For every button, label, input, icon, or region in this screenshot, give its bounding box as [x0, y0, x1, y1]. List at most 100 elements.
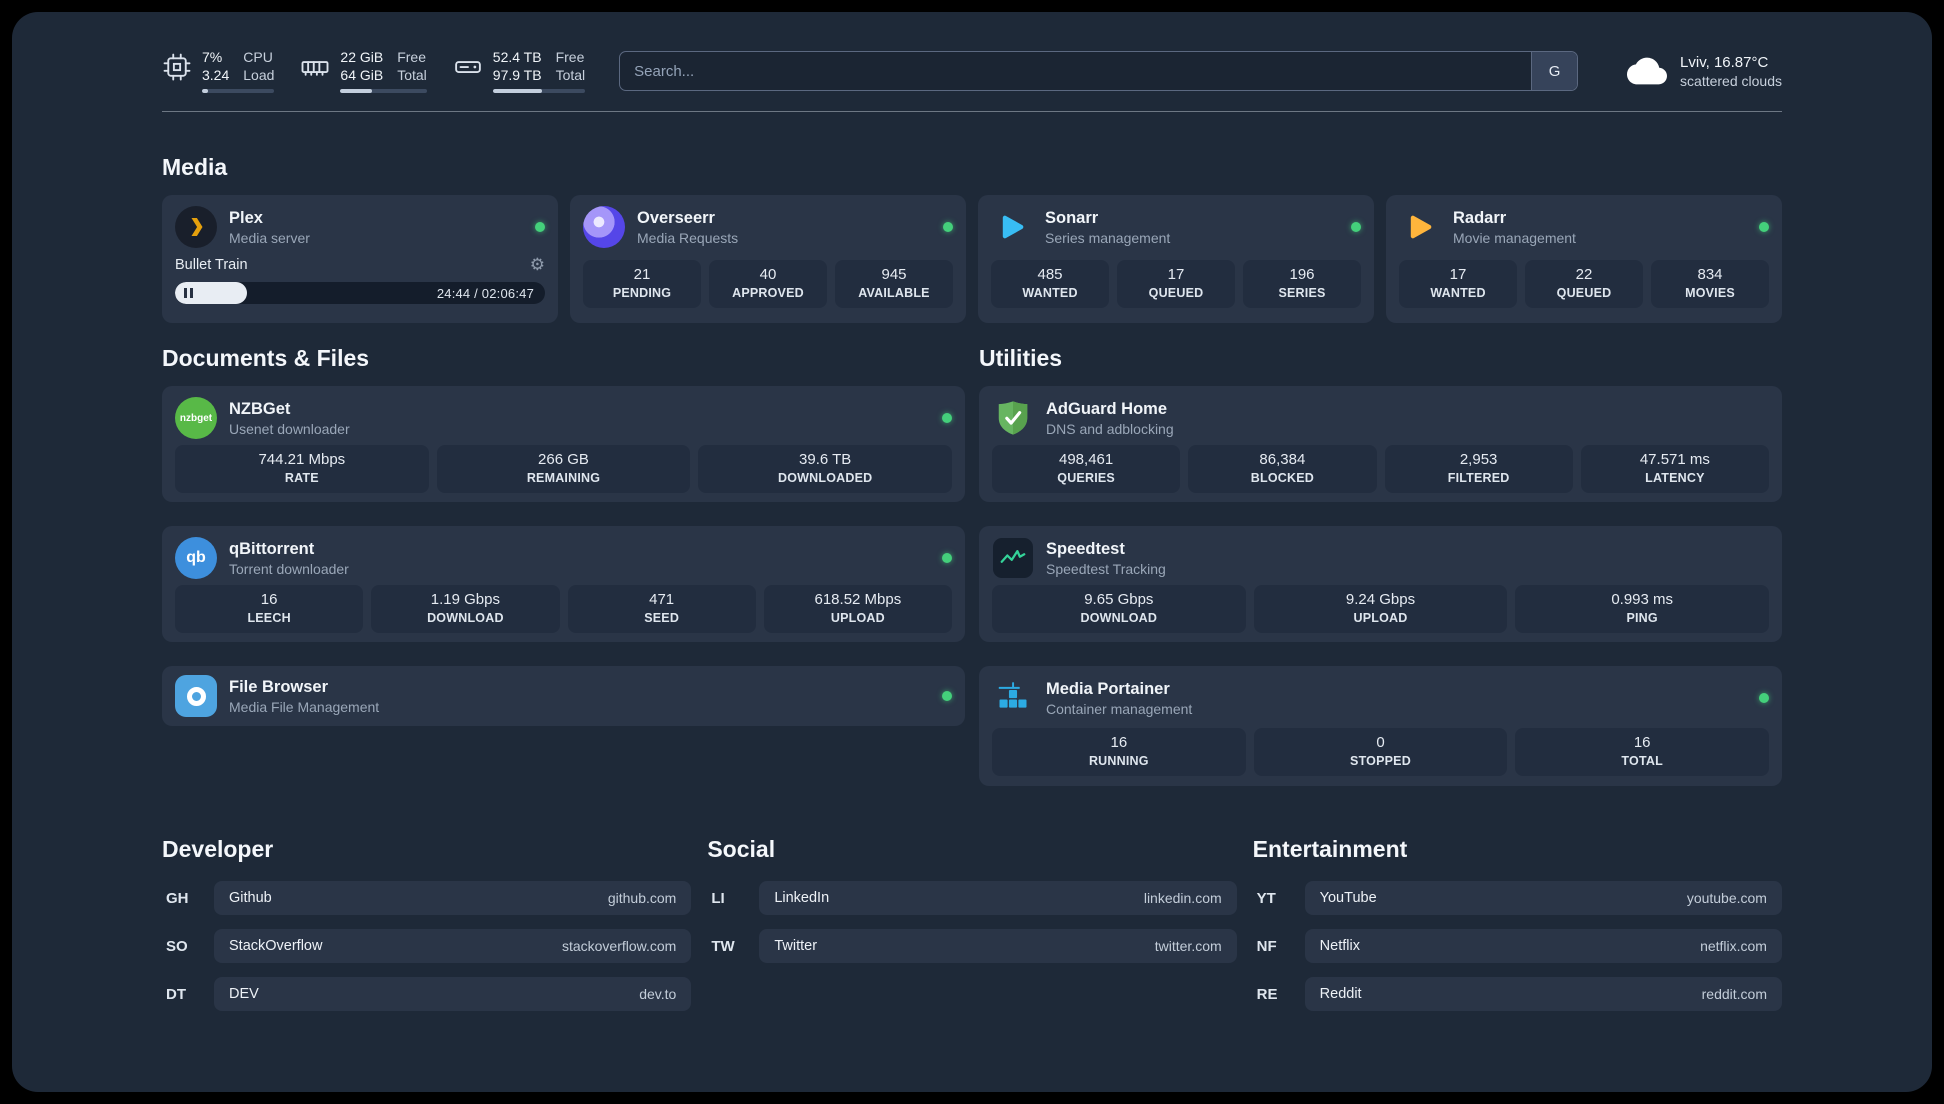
- cpu-bar: [202, 89, 275, 93]
- weather-condition: scattered clouds: [1680, 72, 1782, 89]
- ram-bar-fill: [340, 89, 372, 93]
- stat-label: WANTED: [1022, 286, 1078, 300]
- stat-tile: 9.65 Gbps DOWNLOAD: [992, 585, 1246, 633]
- stat-value: 0.993 ms: [1611, 591, 1674, 608]
- bookmark-abbr: GH: [166, 889, 189, 907]
- bookmark-url: github.com: [607, 890, 677, 906]
- section-title-entertainment: Entertainment: [1252, 836, 1408, 862]
- search-provider-button[interactable]: G: [1531, 52, 1578, 90]
- status-dot: [942, 413, 952, 423]
- gear-icon[interactable]: ⚙: [529, 255, 545, 274]
- stat-value: 471: [649, 591, 675, 608]
- stat-tile: 9.24 Gbps UPLOAD: [1253, 585, 1508, 633]
- bookmark-url: stackoverflow.com: [561, 938, 677, 954]
- service-name: File Browser: [229, 677, 329, 696]
- stat-label: DOWNLOADED: [777, 471, 873, 485]
- service-card-filebrowser[interactable]: File Browser Media File Management: [162, 666, 965, 726]
- cpu-label-1: CPU: [243, 49, 273, 65]
- playback-progress-bar: 24:44 / 02:06:47: [175, 282, 545, 304]
- bookmark-url: reddit.com: [1701, 986, 1767, 1002]
- status-dot: [1759, 693, 1769, 703]
- stat-value: 945: [881, 266, 907, 283]
- bookmark-linkedin[interactable]: LI LinkedIn linkedin.com: [707, 881, 1237, 915]
- service-card-overseerr[interactable]: Overseerr Media Requests 21 PENDING 40 A…: [570, 195, 966, 323]
- stat-value: 22: [1575, 266, 1593, 283]
- cpu-percent: 7%: [202, 49, 223, 65]
- stat-tile: 471 SEED: [567, 585, 756, 633]
- disk-total: 97.9 TB: [492, 67, 542, 83]
- stat-label: UPLOAD: [830, 611, 885, 625]
- service-desc: DNS and adblocking: [1046, 420, 1174, 437]
- bookmark-dev[interactable]: DT DEV dev.to: [162, 977, 692, 1011]
- stat-value: 21: [633, 266, 651, 283]
- plex-icon: [175, 206, 217, 248]
- service-card-qbittorrent[interactable]: qb qBittorrent Torrent downloader 16 LEE…: [162, 526, 965, 642]
- stat-label: QUEUED: [1148, 286, 1204, 300]
- stat-tile: 17 QUEUED: [1117, 260, 1235, 308]
- qbittorrent-icon: qb: [175, 537, 217, 579]
- stat-value: 0: [1376, 734, 1385, 751]
- stat-tile: 744.21 Mbps RATE: [175, 445, 429, 493]
- bookmark-url: twitter.com: [1154, 938, 1222, 954]
- stat-label: QUEUED: [1556, 286, 1612, 300]
- bookmark-netflix[interactable]: NF Netflix netflix.com: [1253, 929, 1782, 963]
- bookmark-abbr: SO: [166, 937, 188, 955]
- bookmark-youtube[interactable]: YT YouTube youtube.com: [1253, 881, 1782, 915]
- stat-label: PING: [1626, 611, 1658, 625]
- service-card-plex[interactable]: Plex Media server Bullet Train ⚙ 24:44 /…: [162, 195, 558, 323]
- disk-icon: [454, 61, 481, 73]
- media-row: Plex Media server Bullet Train ⚙ 24:44 /…: [162, 195, 1782, 323]
- stat-tile: 485 WANTED: [991, 260, 1109, 308]
- stat-tile: 945 AVAILABLE: [835, 260, 953, 308]
- stat-tile: 17 WANTED: [1399, 260, 1517, 308]
- ram-total: 64 GiB: [340, 67, 384, 83]
- stat-value: 17: [1449, 266, 1467, 283]
- bookmark-github[interactable]: GH Github github.com: [162, 881, 692, 915]
- bookmark-stackoverflow[interactable]: SO StackOverflow stackoverflow.com: [162, 929, 692, 963]
- bookmark-abbr: RE: [1256, 985, 1278, 1003]
- stat-label: APPROVED: [732, 286, 804, 300]
- stat-value: 9.24 Gbps: [1345, 591, 1416, 608]
- bookmark-url: youtube.com: [1686, 890, 1767, 906]
- qbittorrent-icon-text: qb: [186, 549, 206, 566]
- portainer-icon: [992, 677, 1034, 719]
- stat-label: AVAILABLE: [858, 286, 930, 300]
- stat-value: 196: [1289, 266, 1315, 283]
- stat-label: MOVIES: [1685, 286, 1735, 300]
- service-card-speedtest[interactable]: Speedtest Speedtest Tracking 9.65 Gbps D…: [979, 526, 1782, 642]
- service-name: Overseerr: [637, 208, 715, 227]
- stat-value: 17: [1167, 266, 1185, 283]
- service-card-portainer[interactable]: Media Portainer Container management 16 …: [979, 666, 1782, 786]
- service-card-nzbget[interactable]: nzbget NZBGet Usenet downloader 744.21 M…: [162, 386, 965, 502]
- stat-label: SEED: [644, 611, 680, 625]
- stat-tile: 0 STOPPED: [1253, 728, 1508, 776]
- stat-label: TOTAL: [1621, 754, 1663, 768]
- bookmark-name: Twitter: [774, 938, 818, 954]
- section-title-social: Social: [707, 836, 776, 862]
- cloud-icon: [1627, 57, 1668, 85]
- speedtest-icon: [992, 537, 1034, 579]
- stat-value: 834: [1697, 266, 1723, 283]
- stat-tile: 16 LEECH: [175, 585, 364, 633]
- stat-value: 618.52 Mbps: [814, 591, 902, 608]
- stat-value: 9.65 Gbps: [1084, 591, 1154, 608]
- search-input[interactable]: [620, 52, 1532, 90]
- service-desc: Container management: [1046, 700, 1193, 717]
- bookmark-reddit[interactable]: RE Reddit reddit.com: [1253, 977, 1782, 1011]
- pause-icon[interactable]: [184, 288, 193, 298]
- playback-time: 24:44 / 02:06:47: [436, 286, 534, 301]
- service-card-sonarr[interactable]: Sonarr Series management 485 WANTED 17 Q…: [978, 195, 1374, 323]
- stat-value: 498,461: [1059, 451, 1114, 468]
- adguard-icon: [992, 397, 1034, 439]
- stat-value: 86,384: [1259, 451, 1306, 468]
- memory-widget: 22 GiB 64 GiB Free Total: [300, 49, 427, 93]
- service-card-radarr[interactable]: Radarr Movie management 17 WANTED 22 QUE…: [1386, 195, 1782, 323]
- filebrowser-icon: [175, 675, 217, 717]
- bookmark-abbr: DT: [166, 985, 186, 1003]
- weather-location: Lviv, 16.87°C: [1680, 53, 1769, 71]
- status-dot: [1351, 222, 1361, 232]
- service-card-adguard[interactable]: AdGuard Home DNS and adblocking 498,461 …: [979, 386, 1782, 502]
- disk-bar: [492, 89, 586, 93]
- service-desc: Torrent downloader: [229, 560, 349, 577]
- bookmark-twitter[interactable]: TW Twitter twitter.com: [707, 929, 1237, 963]
